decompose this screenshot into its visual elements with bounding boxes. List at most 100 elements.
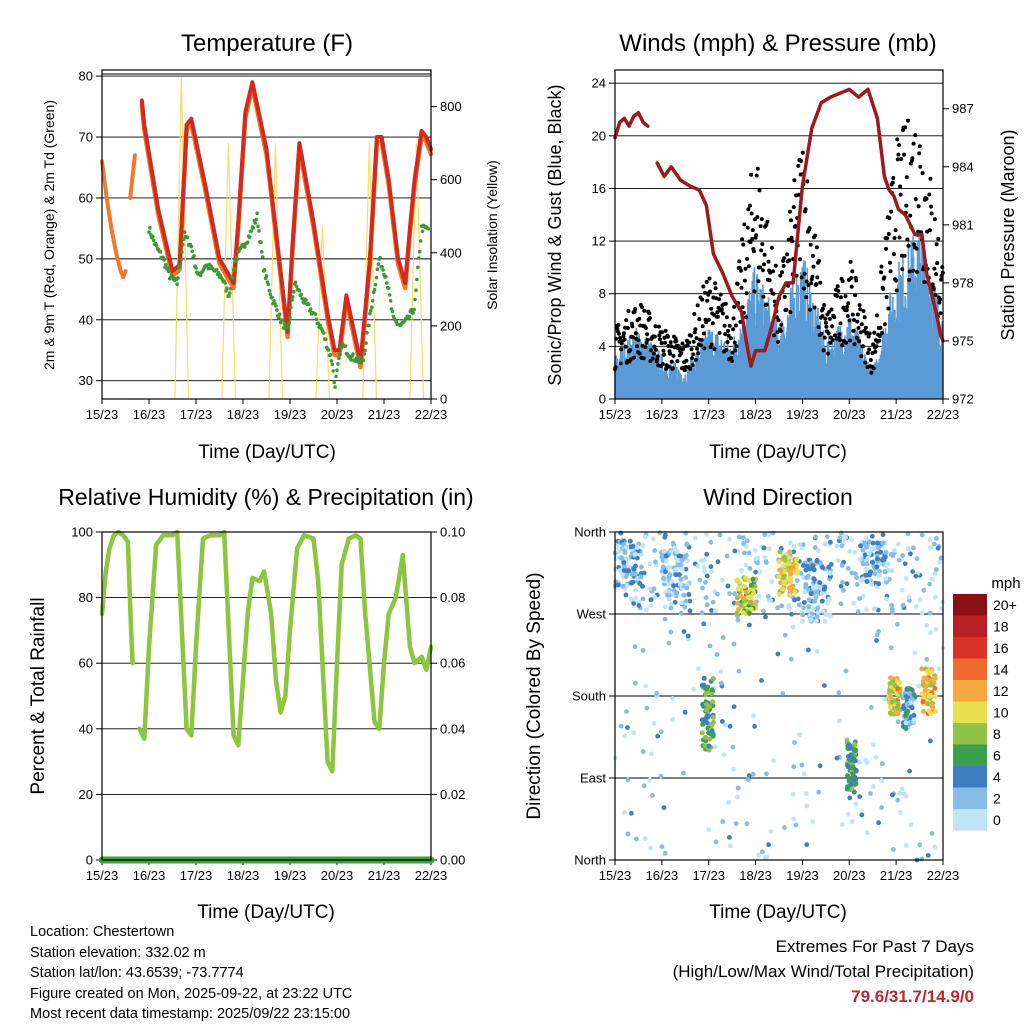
x-tick-label: 15/23 [86, 407, 119, 422]
direction-point [744, 538, 750, 544]
wind-gust-point [688, 366, 693, 371]
direction-point [631, 566, 637, 572]
wind-gust-point [895, 137, 900, 142]
dewpoint-point [367, 323, 371, 328]
direction-point [876, 572, 882, 578]
wind-gust-point [849, 276, 854, 280]
wind-gust-point [619, 347, 624, 352]
dewpoint-point [370, 299, 375, 303]
direction-point [735, 617, 741, 623]
direction-point [752, 601, 758, 607]
dewpoint-point [255, 211, 259, 216]
direction-point [743, 589, 749, 595]
wind-gust-point [829, 307, 834, 312]
dewpoint-point [179, 258, 183, 262]
direction-point [673, 590, 679, 596]
wind-gust-point [792, 178, 797, 183]
wind-gust-point [789, 218, 793, 223]
wind-gust-point [664, 366, 669, 371]
direction-point [702, 569, 707, 574]
direction-point [877, 568, 882, 574]
direction-point [652, 548, 658, 553]
direction-point [625, 777, 631, 783]
wind-gust-point [911, 141, 916, 146]
wind-gust-point [710, 321, 715, 326]
direction-point [839, 563, 845, 568]
direction-point [876, 820, 881, 826]
wind-gust-point [844, 340, 849, 345]
direction-point [746, 773, 752, 779]
direction-point [641, 783, 647, 789]
wind-gust-point [911, 268, 915, 273]
x-tick-label: 21/23 [880, 407, 913, 422]
wind-gust-point [866, 334, 871, 339]
direction-point [834, 543, 840, 549]
wind-gust-point [675, 359, 680, 364]
direction-point [713, 839, 719, 845]
direction-point [670, 696, 675, 701]
wind-gust-point [938, 297, 942, 302]
wind-gust-point [830, 324, 834, 329]
direction-point [640, 543, 646, 549]
wind-gust-point [929, 204, 933, 209]
legend-swatch [953, 680, 987, 702]
wind-gust-point [854, 335, 859, 340]
dewpoint-point [253, 221, 257, 225]
wind-gust-point [800, 150, 805, 155]
wind-gust-point [799, 159, 804, 163]
direction-point [658, 729, 664, 735]
wind-gust-point [823, 316, 828, 321]
direction-point [845, 566, 851, 571]
wind-gust-point [624, 318, 629, 323]
direction-point [895, 719, 901, 725]
wind-gust-point [671, 353, 676, 358]
wind-gust-point [661, 352, 666, 357]
wind-gust-point [757, 188, 762, 193]
x-tick-label: 22/23 [927, 407, 960, 422]
direction-point [864, 607, 869, 613]
direction-point [806, 647, 811, 653]
direction-point [621, 563, 627, 569]
direction-point [925, 853, 931, 858]
wind-gust-point [822, 303, 827, 307]
dewpoint-point [194, 266, 198, 270]
direction-point [634, 544, 640, 550]
direction-point [648, 845, 653, 851]
direction-point [787, 568, 793, 574]
direction-point [699, 682, 705, 688]
legend-label: 4 [993, 769, 1001, 785]
direction-point [874, 564, 880, 570]
wind-gust-point [940, 265, 945, 270]
temperature-xlabel: Time (Day/UTC) [198, 442, 336, 463]
direction-point [663, 558, 669, 564]
y-tick-label: 100 [71, 525, 93, 540]
direction-point [759, 678, 764, 683]
direction-point [863, 757, 869, 763]
wind-gust-point [652, 334, 657, 339]
direction-point [903, 720, 909, 726]
wind-gust-point [750, 237, 755, 241]
wind-gust-point [647, 311, 652, 316]
direction-point [662, 534, 668, 540]
direction-point [823, 611, 829, 617]
direction-point [876, 629, 881, 634]
direction-point [745, 777, 751, 782]
wind-gust-point [778, 273, 783, 278]
direction-point [647, 561, 653, 567]
direction-point [806, 597, 812, 603]
wind-gust-point [884, 246, 888, 251]
direction-point [851, 756, 857, 761]
wind-gust-point [669, 359, 674, 364]
wind-gust-point [786, 283, 791, 288]
dewpoint-point [178, 263, 182, 267]
direction-point [838, 583, 844, 589]
direction-point [736, 586, 741, 592]
wind-gust-point [767, 278, 772, 283]
direction-point [853, 801, 859, 807]
y-tick-label: North [574, 853, 606, 868]
direction-point [827, 613, 833, 619]
direction-point [858, 577, 864, 583]
wind-gust-point [832, 315, 837, 320]
direction-point [884, 596, 889, 602]
dewpoint-point [414, 288, 418, 293]
